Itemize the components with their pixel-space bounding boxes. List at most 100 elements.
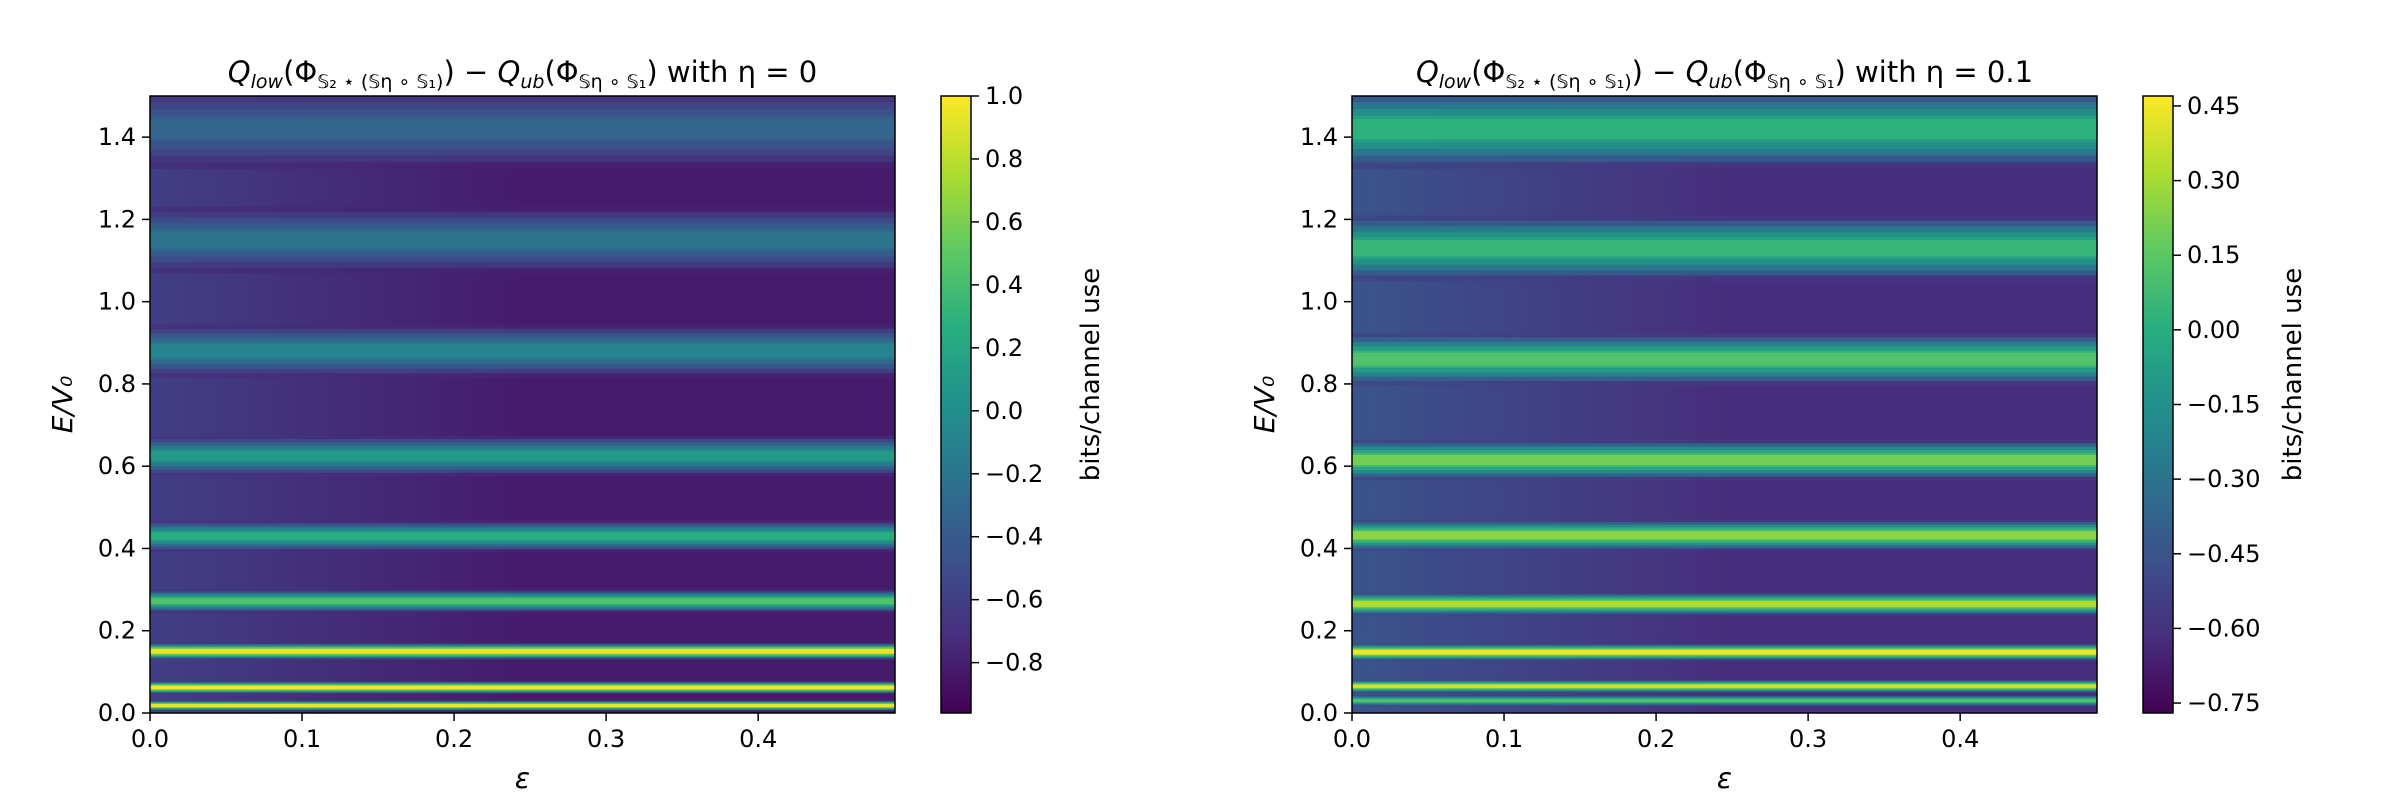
panels-root: 0.0 0.1 0.2 0.3 0.4 0.0 0.2 0.4 0.6 0.8 1.0 1.2 1.4 ε…: [46, 55, 2308, 795]
x-axis-label: ε: [515, 762, 530, 795]
title-q-low: Q: [1416, 55, 1439, 89]
title-q-ub: Q: [498, 55, 521, 89]
y-tick-label: 0.6: [1300, 452, 1338, 480]
y-tick-label: 1.0: [98, 288, 136, 316]
heatmap: [150, 96, 895, 713]
heatmap-band-core: [1352, 684, 2097, 688]
heatmap-band-core: [150, 598, 895, 605]
heatmap-band: [150, 435, 895, 477]
y-tick-label: 0.0: [1300, 699, 1338, 727]
heatmap-background: [1352, 96, 2097, 713]
y-tick-label: 1.2: [98, 205, 136, 233]
heatmap-band: [1352, 643, 2097, 661]
heatmap-band: [1352, 519, 2097, 551]
plot-frame: [1351, 95, 2098, 714]
x-tick-label: 0.3: [587, 725, 625, 753]
colorbar-frame: [940, 95, 972, 714]
title-minus: ) −: [1632, 55, 1686, 89]
heatmap-band: [1352, 215, 2097, 282]
heatmap-band-core: [1352, 601, 2097, 607]
chart-title: Qlow(Φ𝕊₂ ⋆ (𝕊η ∘ 𝕊₁)) − Qub(Φ𝕊η ∘ 𝕊₁) wi…: [228, 55, 817, 93]
heatmap-band-core: [150, 532, 895, 541]
heatmap-band: [150, 681, 895, 694]
y-tick-label: 0.8: [98, 370, 136, 398]
y-tick-label: 0.2: [1300, 617, 1338, 645]
title-q-low: Q: [228, 55, 251, 89]
heatmap-band: [150, 589, 895, 613]
heatmap-band: [150, 700, 895, 711]
colorbar-tick-label: −0.8: [985, 649, 1043, 677]
colorbar-tick-label: 0.6: [985, 208, 1023, 236]
colorbar-tick-label: −0.60: [2187, 614, 2261, 642]
heatmap-band-core: [1352, 699, 2097, 703]
heatmap-band-core: [150, 231, 895, 249]
colorbar-tick-label: −0.4: [985, 523, 1043, 551]
y-tick-label: 0.6: [98, 452, 136, 480]
colorbar-label: bits/channel use: [2278, 268, 2308, 481]
colorbar: [941, 96, 971, 713]
y-tick-label: 1.0: [1300, 288, 1338, 316]
x-tick-label: 0.2: [1637, 725, 1675, 753]
title-phi1-sub: 𝕊₂ ⋆ (𝕊η ∘ 𝕊₁): [1505, 71, 1631, 93]
title-minus: ) −: [443, 55, 497, 89]
title-q-low-sub: low: [251, 71, 284, 93]
title-phi1-sub: 𝕊₂ ⋆ (𝕊η ∘ 𝕊₁): [317, 71, 443, 93]
heatmap-band-core: [150, 704, 895, 708]
y-tick-label: 1.2: [1300, 205, 1338, 233]
heatmap-band: [150, 520, 895, 552]
heatmap-band-core: [1352, 239, 2097, 257]
title-with-text: ) with η = 0.1: [1835, 55, 2034, 89]
y-tick-label: 0.4: [1300, 534, 1338, 562]
x-tick-label: 0.4: [1941, 725, 1979, 753]
colorbar-tick-label: −0.30: [2187, 465, 2261, 493]
title-phi2-open: (Φ: [1733, 55, 1767, 89]
x-tick-label: 0.4: [739, 725, 777, 753]
colorbar-tick-label: 0.30: [2187, 167, 2240, 195]
colorbar-tick-label: 1.0: [985, 82, 1023, 110]
colorbar-tick-label: −0.6: [985, 586, 1043, 614]
y-axis-label: E/V₀: [1248, 376, 1281, 434]
colorbar-tick-label: 0.15: [2187, 241, 2240, 269]
x-tick-label: 0.2: [435, 725, 473, 753]
chart-panel-1: 0.0 0.1 0.2 0.3 0.4 0.0 0.2 0.4 0.6 0.8 1.0 1.2 1.4 ε…: [46, 55, 1106, 795]
title-phi-open: (Φ: [1471, 55, 1505, 89]
heatmap-band-core: [1352, 455, 2097, 466]
heatmap-band-core: [150, 685, 895, 690]
x-axis-label: ε: [1717, 762, 1732, 795]
colorbar-tick-label: −0.2: [985, 460, 1043, 488]
x-tick-label: 0.1: [1485, 725, 1523, 753]
heatmap-band: [1352, 333, 2097, 386]
title-q-ub-sub: ub: [520, 71, 544, 93]
colorbar-tick-label: 0.8: [985, 145, 1023, 173]
colorbar-tick-label: 0.45: [2187, 92, 2240, 120]
heatmap-band-core: [150, 118, 895, 139]
y-tick-label: 0.0: [98, 699, 136, 727]
heatmap-band: [150, 642, 895, 660]
heatmap-band-core: [150, 649, 895, 654]
title-phi2-sub: 𝕊η ∘ 𝕊₁: [579, 71, 647, 93]
x-tick-label: 0.3: [1789, 725, 1827, 753]
colorbar-tick-label: 0.00: [2187, 316, 2240, 344]
heatmap-band-core: [1352, 649, 2097, 655]
heatmap-band-core: [150, 344, 895, 358]
colorbar-tick-label: 0.4: [985, 271, 1023, 299]
title-q-low-sub: low: [1439, 71, 1472, 93]
heatmap-band: [150, 324, 895, 378]
heatmap-band: [1352, 439, 2097, 481]
heatmap: [1352, 96, 2097, 713]
colorbar-tick-label: −0.45: [2187, 540, 2261, 568]
chart-title: Qlow(Φ𝕊₂ ⋆ (𝕊η ∘ 𝕊₁)) − Qub(Φ𝕊η ∘ 𝕊₁) wi…: [1416, 55, 2033, 93]
heatmap-band: [1352, 694, 2097, 707]
title-phi2-sub: 𝕊η ∘ 𝕊₁: [1767, 71, 1835, 93]
heatmap-band-core: [1352, 352, 2097, 366]
colorbar-tick-label: 0.0: [985, 397, 1023, 425]
x-tick-label: 0.0: [1333, 725, 1371, 753]
title-q-ub-sub: ub: [1709, 71, 1733, 93]
chart-panel-2: 0.0 0.1 0.2 0.3 0.4 0.0 0.2 0.4 0.6 0.8 1.0 1.2 1.4 ε…: [1248, 55, 2308, 795]
heatmap-band: [150, 96, 895, 169]
y-tick-label: 0.2: [98, 617, 136, 645]
y-tick-label: 1.4: [98, 123, 136, 151]
y-tick-label: 0.8: [1300, 370, 1338, 398]
